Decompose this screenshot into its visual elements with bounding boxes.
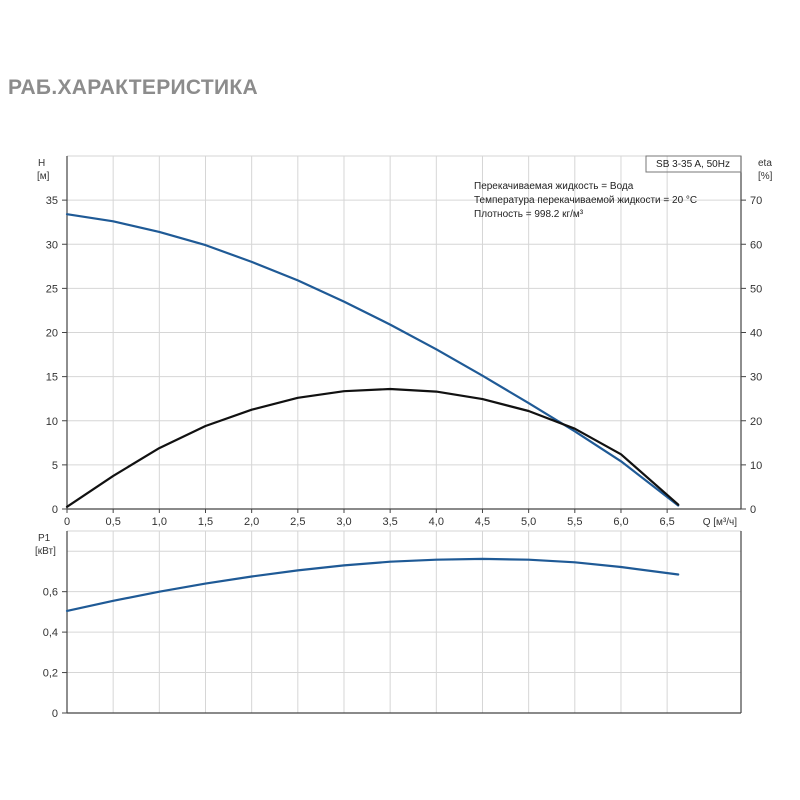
eta-y-tick-label: 70 xyxy=(750,195,762,207)
fluid-info-line: Перекачиваемая жидкость = Вода xyxy=(474,181,634,192)
head-y-tick-label: 35 xyxy=(46,195,58,207)
flow-x-tick-label: 1,5 xyxy=(198,516,213,528)
power-y-tick-label: 0,4 xyxy=(43,627,58,639)
power-curve xyxy=(65,557,680,612)
eta-axis-unit: [%] xyxy=(758,171,773,182)
power-plot-area xyxy=(67,531,741,713)
head-y-tick-label: 0 xyxy=(52,504,58,516)
flow-x-tick-label: 3,0 xyxy=(336,516,351,528)
flow-x-tick-label: 6,5 xyxy=(659,516,674,528)
eta-y-tick-label: 30 xyxy=(750,372,762,384)
power-y-tick-label: 0,2 xyxy=(43,668,58,680)
power-axis-label: P1 xyxy=(38,533,51,544)
flow-x-tick-label: 0,5 xyxy=(106,516,121,528)
flow-x-tick-label: 5,0 xyxy=(521,516,536,528)
eta-y-tick-label: 50 xyxy=(750,283,762,295)
flow-x-tick-label: 4,0 xyxy=(429,516,444,528)
eta-y-tick-label: 0 xyxy=(750,504,756,516)
head-axis-label: H xyxy=(38,158,45,169)
eta-y-tick-label: 40 xyxy=(750,328,762,340)
head-y-tick-label: 30 xyxy=(46,239,58,251)
flow-x-tick-label: 1,0 xyxy=(152,516,167,528)
fluid-info-line: Температура перекачиваемой жидкости = 20… xyxy=(474,195,697,206)
flow-x-tick-label: 0 xyxy=(64,516,70,528)
power-y-tick-label: 0,6 xyxy=(43,587,58,599)
eta-y-tick-label: 60 xyxy=(750,239,762,251)
flow-x-tick-label: 3,5 xyxy=(383,516,398,528)
product-label-box xyxy=(645,155,742,173)
flow-axis-label: Q [м³/ч] xyxy=(703,517,738,528)
eta-y-tick-label: 10 xyxy=(750,460,762,472)
head-y-tick-label: 25 xyxy=(46,283,58,295)
head-axis-unit: [м] xyxy=(37,171,50,182)
fluid-info-line: Плотность = 998.2 кг/м³ xyxy=(474,209,584,220)
page-title: РАБ.ХАРАКТЕРИСТИКА xyxy=(8,76,258,99)
power-axis-unit: [кВт] xyxy=(35,546,56,557)
eta-y-tick-label: 20 xyxy=(750,416,762,428)
flow-x-tick-label: 2,0 xyxy=(244,516,259,528)
power-y-tick-label: 0 xyxy=(52,708,58,720)
head-y-tick-label: 10 xyxy=(46,416,58,428)
eta-axis-label: eta xyxy=(758,158,772,169)
flow-x-tick-label: 5,5 xyxy=(567,516,582,528)
flow-x-tick-label: 6,0 xyxy=(613,516,628,528)
head-y-tick-label: 15 xyxy=(46,372,58,384)
product-label: SB 3-35 A, 50Hz xyxy=(656,159,730,170)
flow-x-tick-label: 4,5 xyxy=(475,516,490,528)
head-y-tick-label: 5 xyxy=(52,460,58,472)
efficiency-curve xyxy=(65,387,680,508)
flow-x-tick-label: 2,5 xyxy=(290,516,305,528)
head-y-tick-label: 20 xyxy=(46,328,58,340)
